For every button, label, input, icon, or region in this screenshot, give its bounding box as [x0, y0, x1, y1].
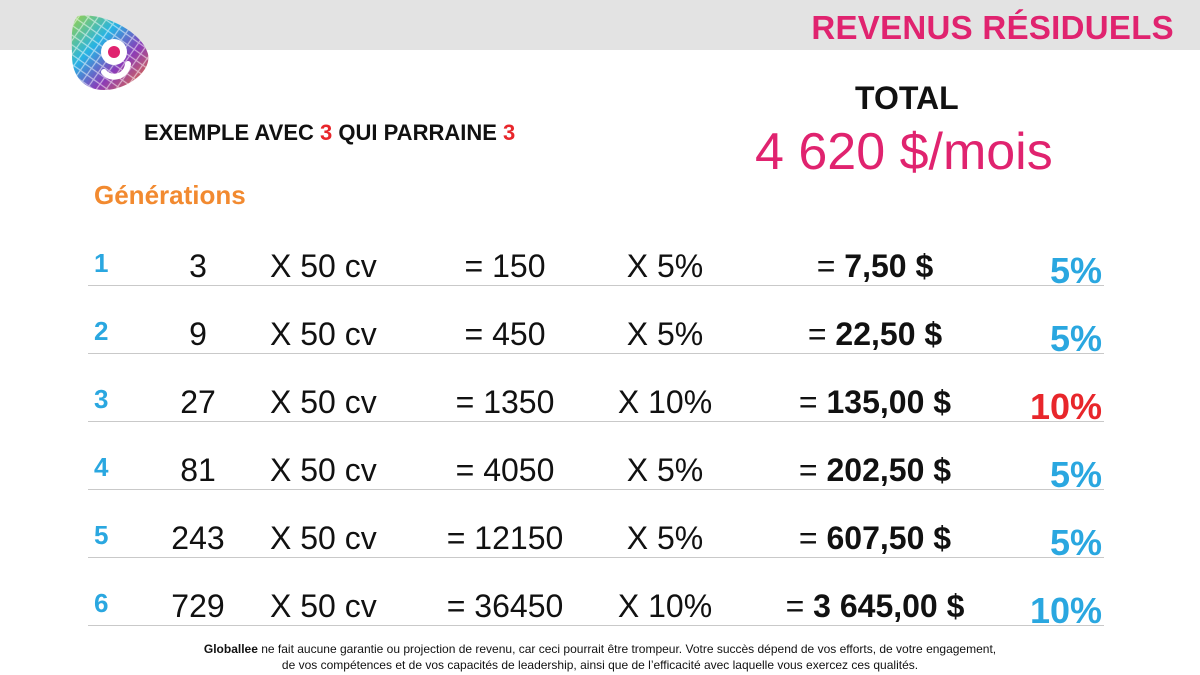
percent-badge: 10% [1029, 386, 1102, 427]
table-row: 6 729 X 50 cv = 36450 X 10% = 3 645,00 $ 10% [0, 574, 1200, 642]
row-divider [88, 285, 1104, 286]
payout: = 7,50 $ [760, 248, 990, 285]
row-divider [88, 557, 1104, 558]
cv-total: = 150 [464, 248, 546, 284]
payout-prefix: = [816, 248, 845, 284]
payout: = 607,50 $ [760, 520, 990, 557]
member-count: 243 [171, 520, 225, 556]
cv-total: = 36450 [446, 588, 564, 624]
generation-number: 2 [94, 316, 109, 346]
example-caption: EXEMPLE AVEC 3 QUI PARRAINE 3 [144, 120, 515, 146]
member-count: 3 [189, 248, 207, 284]
payout: = 202,50 $ [760, 452, 990, 489]
row-divider [88, 421, 1104, 422]
payout: = 3 645,00 $ [760, 588, 990, 625]
disclaimer-line-1: ne fait aucune garantie ou projection de… [257, 642, 997, 656]
slide-title: REVENUS RÉSIDUELS [811, 9, 1174, 46]
disclaimer: Globallee ne fait aucune garantie ou pro… [150, 641, 1050, 673]
percent-badge: 5% [1049, 522, 1102, 563]
cv-multiplier: X 50 cv [270, 520, 377, 556]
cv-total: = 450 [464, 316, 546, 352]
member-count: 81 [180, 452, 216, 488]
table-row: 5 243 X 50 cv = 12150 X 5% = 607,50 $ 5% [0, 506, 1200, 574]
example-middle: QUI PARRAINE [332, 120, 504, 145]
disclaimer-brand: Globallee [203, 642, 258, 656]
generation-number: 3 [94, 384, 109, 414]
payout-prefix: = [798, 384, 827, 420]
table-row: 1 3 X 50 cv = 150 X 5% = 7,50 $ 5% [0, 234, 1200, 302]
payout-prefix: = [807, 316, 836, 352]
disclaimer-line-2: de vos compétences et de vos capacités d… [281, 658, 919, 672]
total-value: 4 620 $/mois [755, 123, 1053, 181]
percent-badge: 5% [1049, 250, 1102, 291]
generation-number: 6 [94, 588, 109, 618]
member-count: 9 [189, 316, 207, 352]
member-count: 27 [180, 384, 216, 420]
total-label: TOTAL [855, 80, 959, 116]
row-divider [88, 353, 1104, 354]
globallee-logo [64, 10, 156, 94]
example-num-1: 3 [320, 120, 333, 145]
cv-multiplier: X 50 cv [270, 248, 377, 284]
cv-multiplier: X 50 cv [270, 384, 377, 420]
generations-label: Générations [94, 180, 246, 210]
table-row: 4 81 X 50 cv = 4050 X 5% = 202,50 $ 5% [0, 438, 1200, 506]
cv-total: = 4050 [455, 452, 555, 488]
percent-badge: 5% [1049, 454, 1102, 495]
row-divider [88, 489, 1104, 490]
generation-number: 4 [94, 452, 109, 482]
percent-multiplier: X 5% [626, 520, 704, 556]
payout-amount: 7,50 $ [844, 248, 934, 284]
cv-total: = 12150 [446, 520, 564, 556]
payout-prefix: = [785, 588, 814, 624]
payout-amount: 22,50 $ [835, 316, 943, 352]
percent-badge: 10% [1029, 590, 1102, 631]
percent-multiplier: X 10% [617, 384, 713, 420]
cv-multiplier: X 50 cv [270, 588, 377, 624]
example-prefix: EXEMPLE AVEC [144, 120, 321, 145]
header-bar [0, 0, 1200, 50]
generation-number: 5 [94, 520, 109, 550]
payout-prefix: = [798, 452, 827, 488]
payout-amount: 3 645,00 $ [813, 588, 965, 624]
payout-amount: 202,50 $ [826, 452, 952, 488]
member-count: 729 [171, 588, 225, 624]
row-divider [88, 625, 1104, 626]
payout-amount: 607,50 $ [826, 520, 952, 556]
payout: = 135,00 $ [760, 384, 990, 421]
percent-badge: 5% [1049, 318, 1102, 359]
table-row: 3 27 X 50 cv = 1350 X 10% = 135,00 $ 10% [0, 370, 1200, 438]
percent-multiplier: X 5% [626, 248, 704, 284]
example-num-2: 3 [503, 120, 516, 145]
table-row: 2 9 X 50 cv = 450 X 5% = 22,50 $ 5% [0, 302, 1200, 370]
cv-total: = 1350 [455, 384, 555, 420]
percent-multiplier: X 10% [617, 588, 713, 624]
cv-multiplier: X 50 cv [270, 316, 377, 352]
payout-prefix: = [798, 520, 827, 556]
payout-amount: 135,00 $ [826, 384, 952, 420]
percent-multiplier: X 5% [626, 452, 704, 488]
generation-number: 1 [94, 248, 109, 278]
percent-multiplier: X 5% [626, 316, 704, 352]
cv-multiplier: X 50 cv [270, 452, 377, 488]
payout: = 22,50 $ [760, 316, 990, 353]
